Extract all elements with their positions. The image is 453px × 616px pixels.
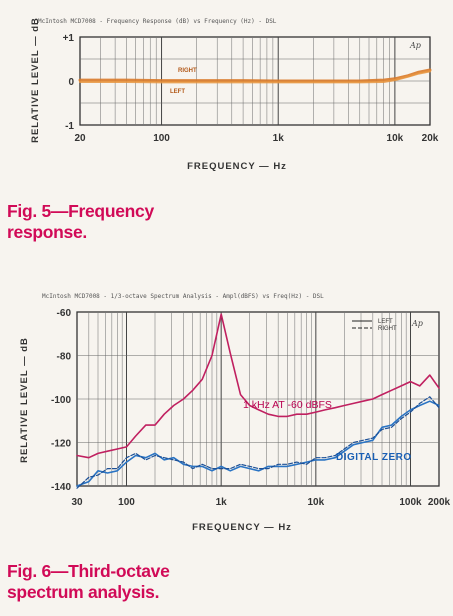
fig5-header: McIntosh MCD7008 - Frequency Response (d… xyxy=(38,18,277,25)
fig6-y-ticks: -60 -80 -100 -120 -140 xyxy=(51,308,71,493)
fig5-y-ticks: +1 0 -1 xyxy=(63,33,75,132)
fig5-x-axis-label: FREQUENCY — Hz xyxy=(187,161,287,172)
fig6-annotation-1khz: 1 kHz AT -60 dBFS xyxy=(243,399,332,411)
y-tick-label: -60 xyxy=(57,308,72,319)
fig6-ap-logo: Ap xyxy=(411,319,423,328)
fig6-header: McIntosh MCD7008 - 1/3-octave Spectrum A… xyxy=(42,293,324,300)
fig6-y-axis-label: RELATIVE LEVEL — dB xyxy=(19,337,30,463)
x-tick-label: 100 xyxy=(118,497,135,508)
x-tick-label: 1k xyxy=(273,133,285,144)
fig6-annotation-digital-zero: DIGITAL ZERO xyxy=(336,452,412,463)
fig6-grid xyxy=(76,311,440,487)
x-tick-label: 100k xyxy=(399,497,422,508)
fig5-series-label-right: RIGHT xyxy=(178,68,197,74)
fig6-caption: Fig. 6—Third-octave spectrum analysis. xyxy=(7,561,170,603)
fig5-caption-line1: Fig. 5—Frequency xyxy=(7,201,154,221)
fig6-spectrum-analysis-chart: McIntosh MCD7008 - 1/3-octave Spectrum A… xyxy=(19,293,451,533)
fig5-y-axis-label: RELATIVE LEVEL — dB xyxy=(30,17,41,143)
x-tick-label: 100 xyxy=(153,133,170,144)
x-tick-label: 1k xyxy=(216,497,228,508)
fig5-frequency-response-chart: McIntosh MCD7008 - Frequency Response (d… xyxy=(30,17,439,172)
fig6-legend-left: LEFT xyxy=(378,319,393,325)
y-tick-label: 0 xyxy=(68,77,74,88)
series-line xyxy=(76,400,440,487)
series-line xyxy=(78,70,432,84)
x-tick-label: 10k xyxy=(307,497,324,508)
x-tick-label: 200k xyxy=(428,497,451,508)
y-tick-label: -1 xyxy=(65,121,74,132)
x-tick-label: 10k xyxy=(387,133,404,144)
fig6-legend-right: RIGHT xyxy=(378,326,397,332)
fig6-traces xyxy=(76,313,440,489)
series-line xyxy=(76,396,440,489)
y-tick-label: -120 xyxy=(51,439,71,450)
x-tick-label: 20k xyxy=(422,133,439,144)
y-tick-label: -140 xyxy=(51,482,71,493)
fig6-caption-line1: Fig. 6—Third-octave xyxy=(7,561,170,581)
fig5-caption-line2: response. xyxy=(7,222,87,242)
fig5-caption: Fig. 5—Frequency response. xyxy=(7,201,154,243)
y-tick-label: +1 xyxy=(63,33,75,44)
fig6-x-ticks: 30 100 1k 10k 100k 200k xyxy=(71,497,450,508)
x-tick-label: 30 xyxy=(71,497,83,508)
y-tick-label: -100 xyxy=(51,395,71,406)
series-line xyxy=(76,313,440,459)
y-tick-label: -80 xyxy=(57,352,72,363)
fig5-x-ticks: 20 100 1k 10k 20k xyxy=(74,133,438,144)
fig6-legend: LEFT RIGHT xyxy=(352,319,397,332)
fig5-series-label-left: LEFT xyxy=(170,89,185,95)
x-tick-label: 20 xyxy=(74,133,86,144)
fig5-traces xyxy=(78,68,432,84)
fig6-x-axis-label: FREQUENCY — Hz xyxy=(192,522,292,533)
fig6-caption-line2: spectrum analysis. xyxy=(7,582,160,602)
fig5-ap-logo: Ap xyxy=(409,41,421,50)
